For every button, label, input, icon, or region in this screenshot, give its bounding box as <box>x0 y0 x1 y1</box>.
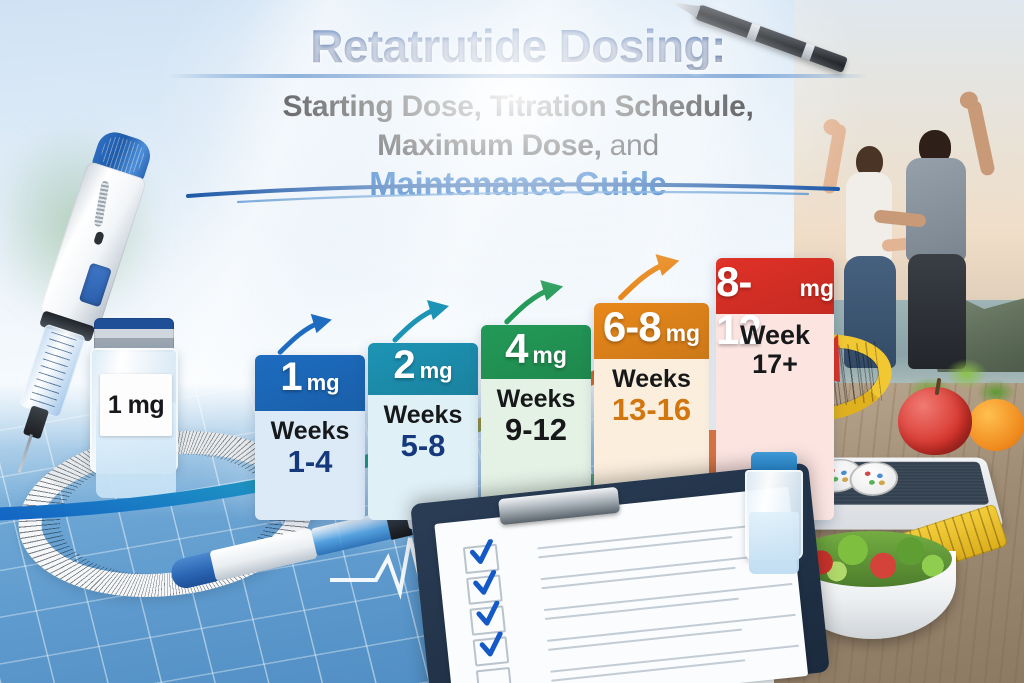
dose-step-header-2: 2 mg <box>368 343 478 395</box>
dose-amount-3: 4 <box>505 325 528 372</box>
weeks-label-3: Weeks <box>496 385 576 413</box>
weeks-label-4: Weeks <box>612 365 691 393</box>
weeks-range-1: 1-4 <box>287 444 333 479</box>
checkmark-icon <box>476 600 500 626</box>
dose-step-header-1: 1 mg <box>255 355 365 411</box>
weeks-range-2: 5-8 <box>400 428 446 463</box>
dose-step-header-4: 6-8 mg <box>594 303 709 359</box>
checkbox[interactable] <box>475 666 513 683</box>
dose-step-body-4: Weeks 13-16 <box>594 359 709 427</box>
dose-step-card-1[interactable]: 1 mg Weeks 1-4 <box>255 355 365 520</box>
step-up-arrow-1 <box>277 313 332 355</box>
dose-unit-2: mg <box>419 358 453 383</box>
dose-step-body-3: Weeks 9-12 <box>481 379 591 447</box>
dose-step-body-1: Weeks 1-4 <box>255 411 365 479</box>
small-vial-icon <box>745 452 803 574</box>
orange-fruit-icon <box>968 399 1024 451</box>
dose-step-header-3: 4 mg <box>481 325 591 379</box>
checklist-row[interactable] <box>475 644 800 683</box>
dose-amount-1: 1 <box>280 355 302 399</box>
step-up-arrow-3 <box>504 280 564 325</box>
red-apple-icon <box>898 387 972 455</box>
weeks-label-2: Weeks <box>383 401 463 429</box>
vial-dose-label: 1 mg <box>100 374 172 436</box>
dose-amount-4: 6-8 <box>602 303 662 350</box>
checklist-row[interactable] <box>472 613 796 667</box>
dose-unit-4: mg <box>665 320 701 346</box>
dose-step-header-5: 8-12 mg <box>716 258 835 353</box>
dose-unit-3: mg <box>532 342 567 368</box>
checkmark-icon <box>479 631 503 657</box>
step-up-arrow-2 <box>392 300 449 343</box>
weeks-range-3: 9-12 <box>504 412 568 447</box>
dose-unit-5: mg <box>799 275 835 301</box>
celebrating-man-figure <box>873 90 996 369</box>
dose-titration-steps: 1 mg Weeks 1-4 2 mg Weeks 5-8 4 mg Weeks 9-12 6-8 mg W… <box>250 0 870 520</box>
weeks-label-1: Weeks <box>270 417 350 445</box>
dose-unit-1: mg <box>306 370 340 395</box>
step-up-arrow-4 <box>618 254 680 301</box>
weeks-range-4: 13-16 <box>611 392 692 427</box>
dose-step-body-2: Weeks 5-8 <box>368 395 478 463</box>
dose-amount-2: 2 <box>393 343 415 387</box>
dose-step-card-2[interactable]: 2 mg Weeks 5-8 <box>368 343 478 520</box>
vial-dose-text: 1 mg <box>107 390 165 419</box>
medication-vial-icon: 1 mg <box>88 318 180 498</box>
checkmark-icon <box>469 538 493 564</box>
checkbox[interactable] <box>472 631 510 667</box>
checkmark-icon <box>473 569 497 595</box>
